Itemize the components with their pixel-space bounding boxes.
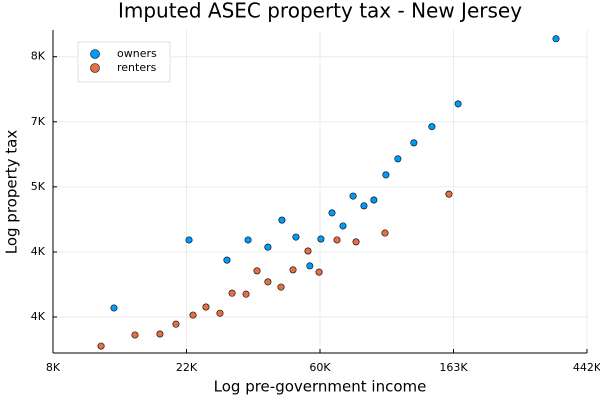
point: [253, 267, 261, 275]
y-axis-label: Log property tax: [3, 130, 21, 255]
point: [264, 243, 272, 251]
x-axis-label: Log pre-government income: [214, 378, 427, 396]
point: [189, 311, 197, 319]
y-tick-label: 5K: [31, 180, 46, 193]
grid: [52, 30, 588, 353]
legend-label: owners: [117, 47, 157, 60]
point: [304, 247, 312, 255]
point: [428, 123, 436, 131]
point: [381, 229, 389, 237]
x-tick-label: 60K: [309, 361, 331, 374]
point: [333, 236, 341, 244]
point: [454, 100, 462, 108]
point: [223, 256, 231, 264]
point: [131, 331, 139, 339]
point: [339, 222, 347, 230]
point: [317, 235, 325, 243]
point: [156, 330, 164, 338]
point: [552, 35, 560, 43]
point: [202, 303, 210, 311]
point: [264, 278, 272, 286]
point: [394, 155, 402, 163]
point: [349, 192, 357, 200]
point: [278, 216, 286, 224]
point: [97, 342, 105, 350]
legend-box: [77, 41, 171, 83]
x-tick-label: 22K: [176, 361, 198, 374]
y-tick-label: 4K: [31, 245, 46, 258]
point: [216, 309, 224, 317]
point: [306, 262, 314, 270]
point: [242, 290, 250, 298]
chart-title: Imputed ASEC property tax - New Jersey: [118, 0, 522, 23]
point: [228, 289, 236, 297]
point: [289, 266, 297, 274]
point: [410, 139, 418, 147]
point: [244, 236, 252, 244]
x-tick-label: 163K: [439, 361, 468, 374]
x-tick-label: 442K: [573, 361, 600, 374]
x-tick-label: 8K: [46, 361, 61, 374]
legend-marker: [90, 49, 100, 59]
point: [110, 304, 118, 312]
point: [315, 268, 323, 276]
point: [370, 196, 378, 204]
point: [382, 171, 390, 179]
point: [352, 238, 360, 246]
points: [97, 35, 560, 350]
point: [277, 283, 285, 291]
legend-label: renters: [117, 61, 157, 74]
y-tick-label: 4K: [31, 310, 46, 323]
legend-marker: [90, 63, 100, 73]
point: [292, 233, 300, 241]
point: [360, 202, 368, 210]
point: [445, 190, 453, 198]
point: [328, 209, 336, 217]
point: [185, 236, 193, 244]
y-tick-label: 7K: [31, 115, 46, 128]
y-tick-label: 8K: [31, 50, 46, 63]
point: [172, 320, 180, 328]
